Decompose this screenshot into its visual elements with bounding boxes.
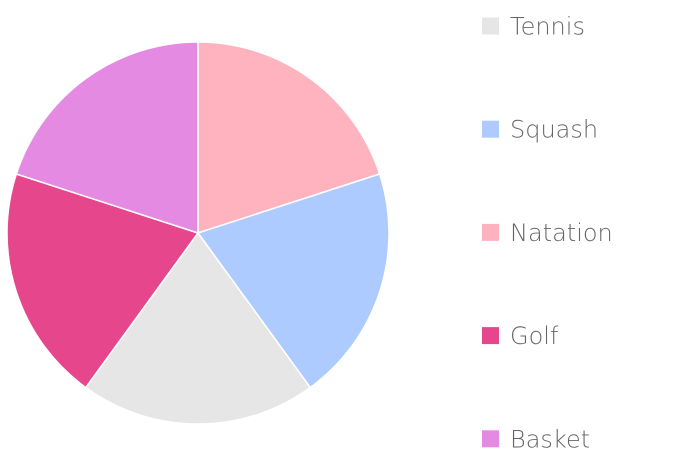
pie-slice-golf — [6, 173, 200, 389]
legend-swatch — [482, 430, 499, 448]
legend-item-natation: Natation — [482, 219, 613, 247]
legend-label: Basket — [510, 425, 590, 453]
pie-slice-squash — [196, 173, 390, 389]
legend-swatch — [482, 120, 499, 138]
legend-item-basket: Basket — [482, 425, 590, 453]
legend-swatch — [482, 17, 499, 35]
legend: Tennis Squash Natation Golf Basket — [482, 13, 613, 453]
pie-slice-tennis — [84, 231, 312, 425]
legend-swatch — [482, 223, 499, 241]
pie-slices — [6, 41, 390, 425]
legend-label: Golf — [510, 322, 559, 350]
legend-label: Tennis — [510, 13, 585, 41]
pie-slice-basket — [15, 41, 199, 235]
legend-swatch — [482, 327, 499, 345]
legend-label: Natation — [510, 219, 613, 247]
legend-label: Squash — [510, 116, 598, 144]
pie-slice-natation — [197, 41, 381, 235]
legend-item-squash: Squash — [482, 116, 598, 144]
legend-item-tennis: Tennis — [482, 13, 585, 41]
legend-item-golf: Golf — [482, 322, 559, 350]
